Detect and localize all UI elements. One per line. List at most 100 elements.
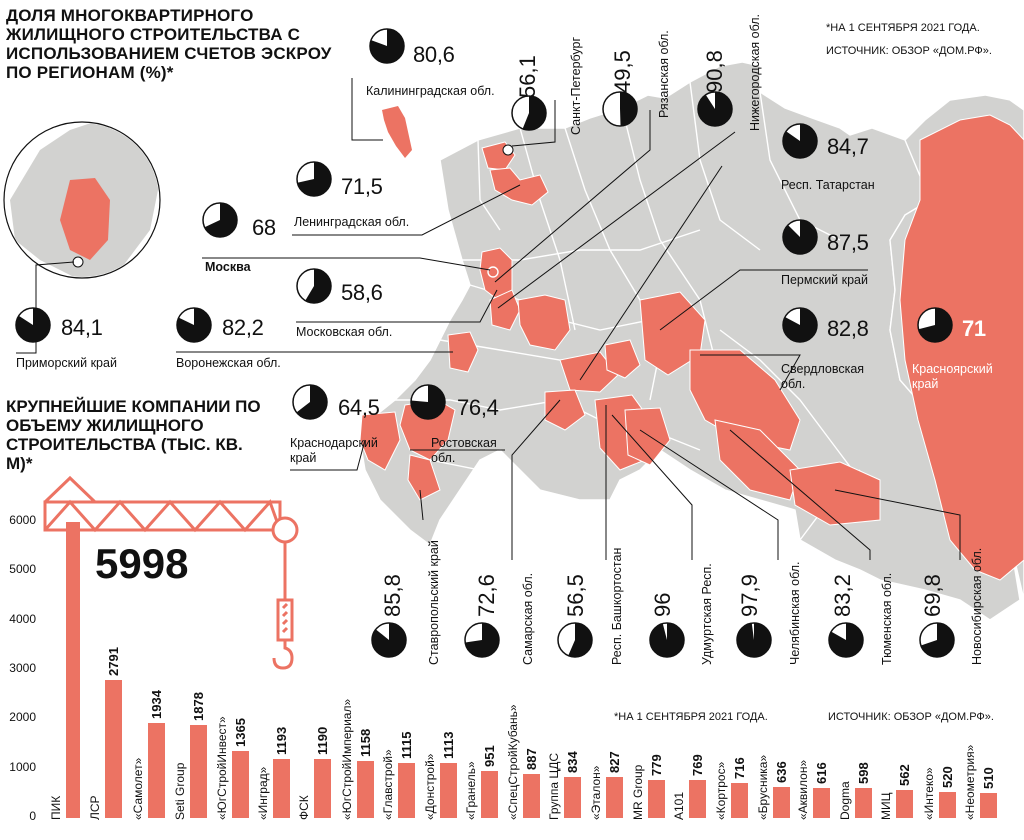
bar-value-label: 716	[732, 756, 747, 779]
bar-category-label: «Интеко»	[922, 767, 936, 820]
pie-slice	[783, 308, 817, 342]
bar-value-label: 827	[607, 751, 622, 774]
bar-value-label: 1158	[358, 728, 373, 757]
bar	[731, 782, 748, 818]
pie-slice	[920, 623, 954, 657]
y-tick-label: 4000	[9, 611, 36, 626]
bar-value-label: 5998	[95, 540, 189, 587]
value-leningrad-obl: 71,5	[341, 174, 383, 199]
region-novosibirsk	[789, 461, 881, 526]
label-bashkortostan: Респ. Башкортостан	[610, 547, 624, 665]
bar-value-label: 2791	[106, 647, 121, 677]
value-sverdlovsk: 82,8	[827, 316, 869, 341]
pie-slice	[15, 308, 50, 342]
label-nizhny: Нижегородская обл.	[748, 14, 762, 131]
value-krasnodar: 64,5	[338, 395, 380, 420]
value-voronezh: 82,2	[222, 315, 264, 340]
bar-category-label: «Брусника»	[756, 754, 770, 820]
pie-slice	[649, 623, 684, 657]
pie-slice	[698, 92, 732, 127]
label-spb: Санкт-Петербург	[569, 36, 583, 135]
pie-marker	[602, 91, 638, 127]
value-rostov: 76,4	[457, 395, 499, 420]
region-voronezh	[447, 331, 479, 373]
bar	[148, 722, 165, 818]
bar-category-label: «Эталон»	[589, 765, 603, 820]
bar	[855, 788, 872, 818]
y-tick-label: 1000	[9, 759, 36, 774]
pie-slice	[177, 308, 211, 343]
bar	[648, 779, 665, 818]
label-krasnodar: Краснодарский край	[290, 436, 378, 465]
bar-value-label: 616	[814, 761, 829, 784]
value-bashkortostan: 56,5	[563, 574, 588, 617]
bar	[105, 680, 122, 818]
label-kaliningrad: Калининградская обл.	[366, 84, 495, 98]
value-primorsky: 84,1	[61, 315, 103, 340]
moscow-marker	[487, 266, 499, 278]
bar-category-label: «Главстрой»	[381, 749, 395, 820]
region-udmurtia	[604, 339, 641, 379]
bar-value-label: 1115	[399, 731, 414, 759]
bar-value-label: 1190	[315, 727, 330, 756]
pie-marker	[649, 622, 685, 658]
bar	[896, 790, 913, 818]
bar-value-label: 510	[981, 767, 996, 789]
spb-marker	[502, 144, 514, 156]
bar-category-label: «ЮгСтройИнвест»	[215, 716, 229, 820]
bar	[273, 759, 290, 818]
value-spb: 56,1	[515, 55, 540, 98]
bar-value-label: 598	[856, 762, 871, 785]
value-nizhny: 90,8	[702, 50, 727, 93]
bar-chart-source: Источник: обзор «Дом.РФ».	[828, 711, 994, 723]
bar-category-label: ЛСР	[88, 795, 102, 820]
label-perm: Пермский край	[781, 273, 868, 287]
bar-value-label: 1365	[233, 717, 248, 747]
bar-value-label: 1113	[441, 731, 456, 760]
bar	[523, 774, 540, 818]
map-section-title: Доля многоквартирного жилищного строител…	[6, 6, 332, 82]
bar-category-label: ФСК	[297, 795, 311, 820]
bar-category-label: Группа ЦДС	[547, 752, 561, 820]
y-tick-label: 2000	[9, 710, 36, 725]
label-samara: Самарская обл.	[521, 572, 535, 665]
bar	[481, 771, 498, 818]
label-rostov: Ростовская обл.	[431, 436, 497, 465]
bar-category-label: «Донстрой»	[423, 753, 437, 820]
pie-marker	[697, 91, 733, 127]
label-moscow: Москва	[205, 260, 251, 274]
pie-slice	[828, 623, 863, 657]
pie-marker	[511, 95, 547, 131]
label-chelyabinsk: Челябинская обл.	[788, 561, 802, 665]
bar	[398, 762, 415, 818]
label-udmurtia: Удмуртская Респ.	[700, 563, 714, 665]
bar	[190, 725, 207, 818]
bar	[232, 750, 249, 818]
y-tick-label: 5000	[9, 562, 36, 577]
value-moscow-obl: 58,6	[341, 280, 383, 305]
bar-chart-title: Крупнейшие компании по объему жилищного …	[6, 397, 261, 473]
bar-category-label: «Неометрия»	[963, 744, 977, 820]
pie-marker	[828, 622, 864, 658]
pie-marker	[736, 622, 772, 658]
bar	[357, 760, 374, 818]
pie-slice	[736, 623, 771, 658]
bar	[813, 787, 830, 818]
leader-lines	[16, 78, 961, 560]
bar	[66, 522, 80, 818]
pie-marker	[369, 28, 405, 64]
region-ryazan	[489, 289, 521, 331]
region-tyumen	[714, 419, 801, 501]
bar-category-label: А101	[672, 791, 686, 820]
bar-category-label: Seti Group	[173, 762, 187, 820]
value-krasnoyarsk: 71	[962, 316, 986, 341]
bar-value-label: 834	[565, 751, 580, 773]
bar-category-label: MR Group	[631, 764, 645, 820]
region-krasnoyarsk	[899, 114, 1024, 581]
bar-category-label: ПИК	[49, 795, 63, 820]
label-ryazan: Рязанская обл.	[657, 30, 671, 118]
pie-marker	[782, 219, 818, 255]
pie-slice	[204, 203, 237, 237]
bar-chart-note: *На 1 сентября 2021 года.	[614, 711, 768, 723]
bar-value-label: 1878	[191, 692, 206, 722]
